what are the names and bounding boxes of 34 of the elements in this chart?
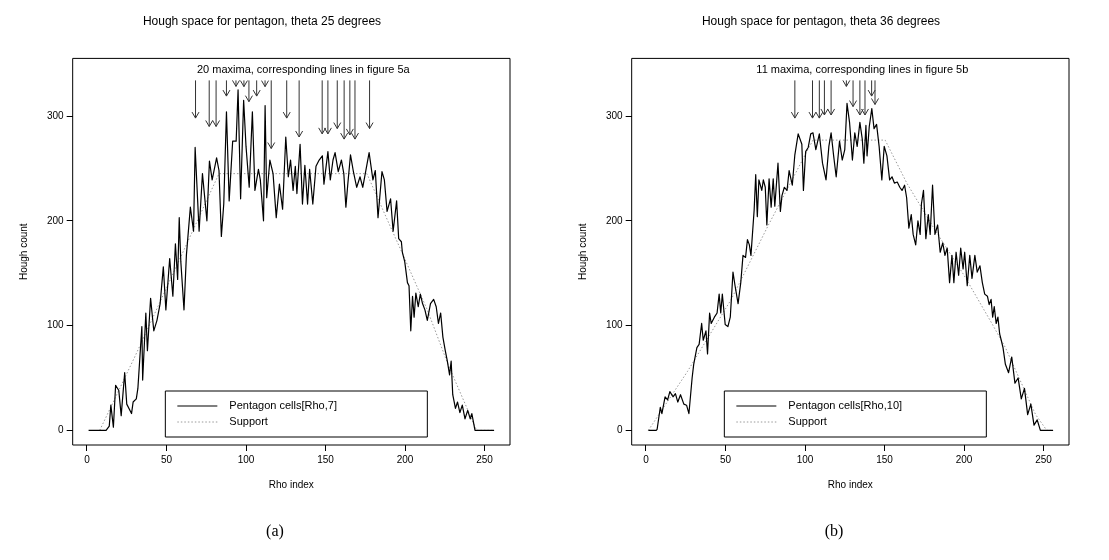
x-tick-label: 150 — [876, 453, 894, 465]
text: (a) — [265, 522, 285, 540]
chart-title: Hough space for pentagon, theta 36 degrees — [701, 13, 941, 28]
legend-label: Support — [788, 415, 827, 428]
y-tick-label: 100 — [47, 319, 65, 331]
y-tick-label: 0 — [58, 424, 65, 436]
y-tick-label: 300 — [47, 109, 65, 121]
legend-label: Pentagon cells[Rho,10] — [788, 399, 903, 412]
y-tick-label: 200 — [47, 214, 65, 226]
x-tick-label: 100 — [796, 453, 814, 465]
y-tick-label: 100 — [606, 319, 624, 331]
x-tick-label: 100 — [237, 453, 255, 465]
y-tick-label: 300 — [606, 109, 624, 121]
legend-label: Pentagon cells[Rho,7] — [229, 399, 337, 412]
annotation: 11 maxima, corresponding lines in figure 5b — [756, 62, 969, 75]
x-tick-label: 50 — [160, 453, 173, 465]
text: (b) — [823, 522, 845, 540]
chart-title: Hough space for pentagon, theta 25 degrees — [142, 13, 382, 28]
x-axis-title: Rho index — [268, 478, 314, 490]
y-tick-label: 200 — [606, 214, 624, 226]
x-tick-label: 200 — [396, 453, 414, 465]
x-tick-label: 250 — [1035, 453, 1053, 465]
x-tick-label: 0 — [643, 453, 650, 465]
y-tick-label: 0 — [617, 424, 624, 436]
annotation: 20 maxima, corresponding lines in figure 5a — [196, 62, 411, 75]
x-tick-label: 0 — [84, 453, 91, 465]
x-axis-title: Rho index — [827, 478, 873, 490]
y-axis-title: Hough count — [576, 223, 588, 281]
x-tick-label: 200 — [955, 453, 973, 465]
y-axis-title: Hough count — [17, 223, 29, 281]
x-tick-label: 150 — [317, 453, 335, 465]
x-tick-label: 250 — [476, 453, 494, 465]
x-tick-label: 50 — [719, 453, 732, 465]
legend-label: Support — [229, 415, 268, 428]
